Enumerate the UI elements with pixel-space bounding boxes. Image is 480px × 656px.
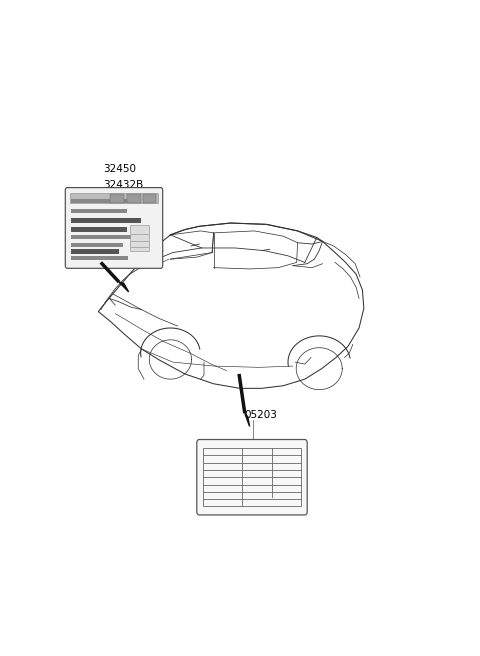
Bar — [71, 199, 136, 203]
Bar — [71, 199, 115, 203]
Bar — [203, 448, 301, 506]
Bar — [71, 235, 115, 239]
Bar — [130, 225, 149, 251]
Bar — [70, 193, 158, 203]
Polygon shape — [119, 282, 129, 292]
Bar — [71, 218, 141, 223]
Bar — [71, 209, 127, 213]
Bar — [71, 243, 123, 247]
Polygon shape — [245, 413, 250, 426]
Bar — [71, 235, 135, 239]
Bar — [71, 243, 105, 247]
Bar — [71, 227, 127, 232]
Bar — [71, 256, 107, 260]
Bar — [127, 194, 141, 203]
Text: 32432B: 32432B — [103, 180, 144, 190]
Bar — [143, 194, 156, 203]
Bar — [71, 249, 119, 254]
Text: 32450: 32450 — [103, 164, 136, 174]
Bar — [71, 209, 103, 213]
Bar — [110, 194, 124, 203]
FancyBboxPatch shape — [197, 440, 307, 515]
Text: 05203: 05203 — [245, 410, 277, 420]
Bar — [71, 256, 128, 260]
FancyBboxPatch shape — [65, 188, 163, 268]
